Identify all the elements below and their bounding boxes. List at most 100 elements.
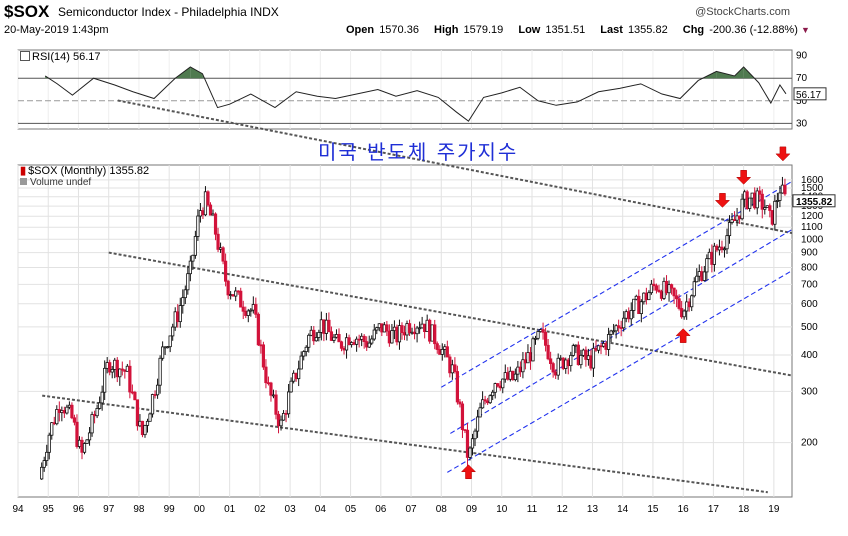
candle-body — [360, 335, 364, 340]
x-tick-label: 18 — [738, 504, 750, 515]
candle-body — [375, 327, 379, 331]
annotation-title: 미국 반도체 주가지수 — [318, 140, 519, 164]
candle-body — [511, 370, 515, 381]
candle-body — [198, 210, 203, 217]
candle-body — [501, 378, 505, 389]
candle-body — [226, 280, 230, 296]
x-tick-label: 07 — [405, 504, 417, 515]
candle-body — [196, 215, 200, 237]
candle-body — [193, 236, 197, 256]
candle-body — [591, 347, 596, 369]
candle-body — [644, 292, 648, 301]
candle-body — [526, 352, 530, 364]
candle-body — [639, 301, 643, 315]
candle-body — [370, 338, 374, 344]
candle-body — [304, 346, 308, 353]
candle-body — [566, 359, 570, 367]
candle-body — [664, 280, 669, 294]
candle-body — [649, 283, 654, 294]
x-tick-label: 03 — [285, 504, 297, 515]
candle-body — [90, 414, 94, 434]
candle-body — [216, 233, 220, 250]
candle-body — [508, 370, 512, 380]
candle-body — [211, 213, 215, 216]
candle-body — [695, 275, 699, 283]
candle-body — [594, 347, 598, 351]
candle-body — [460, 403, 465, 430]
candle-body — [740, 198, 744, 220]
candle-body — [428, 319, 432, 342]
candle-body — [581, 349, 585, 356]
candle-body — [218, 247, 223, 250]
x-tick-label: 14 — [617, 504, 629, 515]
chart-symbol: $SOX — [4, 2, 50, 21]
channel-line — [450, 229, 793, 434]
candle-body — [700, 271, 704, 281]
candle-body — [455, 371, 460, 403]
candle-body — [453, 364, 457, 372]
candle-body — [609, 330, 613, 335]
candle-body — [707, 251, 711, 260]
candle-body — [188, 260, 192, 275]
candle-body — [523, 359, 528, 364]
high-label: High — [434, 24, 459, 36]
candle-body — [307, 334, 311, 348]
candle-body — [329, 331, 334, 341]
candle-body — [284, 412, 288, 415]
candle-body — [440, 348, 444, 355]
candle-body — [763, 207, 767, 210]
candle-body — [382, 324, 386, 333]
candle-body — [261, 344, 266, 368]
x-tick-label: 13 — [587, 504, 599, 515]
candle-body — [60, 410, 64, 413]
candle-body — [148, 413, 152, 422]
candle-body — [768, 205, 772, 211]
candle-body — [748, 197, 752, 209]
candle-body — [619, 327, 623, 329]
candle-body — [410, 331, 414, 334]
candle-body — [281, 412, 286, 421]
candle-body — [546, 344, 550, 360]
candle-body — [95, 408, 99, 417]
candle-body — [697, 271, 701, 277]
candle-body — [178, 305, 182, 323]
candle-body — [415, 327, 419, 335]
rsi-legend-icon — [20, 51, 30, 61]
candle-body — [458, 401, 462, 405]
candle-body — [690, 295, 694, 308]
candle-body — [443, 346, 447, 350]
candle-body — [634, 295, 638, 300]
candle-body — [498, 385, 502, 389]
candle-body — [206, 191, 210, 206]
rsi-tick-label: 30 — [796, 118, 808, 129]
candle-body — [80, 439, 84, 453]
candle-body — [352, 342, 356, 345]
candle-body — [617, 325, 621, 328]
candle-body — [491, 391, 495, 397]
candle-body — [717, 246, 722, 251]
x-tick-label: 97 — [103, 504, 115, 515]
candle-body — [365, 341, 369, 348]
candle-body — [554, 371, 558, 376]
candle-body — [297, 368, 301, 380]
candle-body — [251, 304, 255, 311]
candle-body — [604, 343, 608, 350]
x-tick-label: 12 — [557, 504, 569, 515]
y-tick-label: 700 — [801, 279, 818, 290]
candle-body — [292, 372, 296, 382]
price-candles — [40, 176, 787, 480]
candle-body — [166, 346, 170, 349]
candle-body — [412, 331, 417, 335]
candle-body — [153, 394, 157, 396]
candle-body — [334, 334, 339, 338]
candle-body — [85, 439, 89, 444]
candle-body — [314, 337, 318, 342]
candle-body — [637, 295, 641, 315]
candle-body — [538, 329, 543, 332]
candle-body — [145, 420, 150, 426]
candle-body — [481, 399, 485, 409]
candle-body — [161, 346, 165, 359]
stockcharts-brand[interactable]: @StockCharts.com — [695, 6, 790, 18]
candle-body — [486, 400, 490, 404]
low-value: 1351.51 — [545, 24, 586, 36]
